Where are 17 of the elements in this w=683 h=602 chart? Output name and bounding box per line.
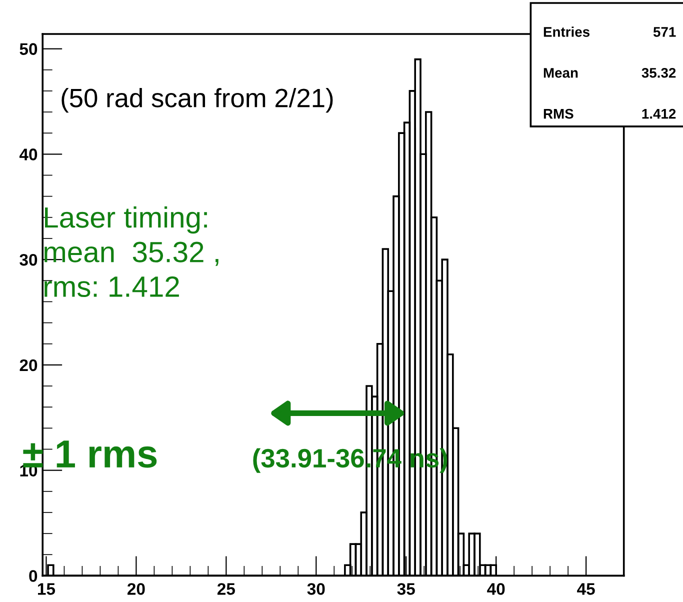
y-tick-label: 20 bbox=[20, 359, 38, 372]
text: Entries 571 bbox=[544, 26, 676, 37]
y-tick-label: 40 bbox=[19, 148, 38, 160]
y-tick-label: 30 bbox=[20, 254, 38, 266]
text: Mean 35.32 bbox=[544, 68, 676, 78]
y-tick-label: 50 bbox=[20, 43, 38, 55]
x-tick-label: 25 bbox=[217, 583, 235, 595]
x-tick-label: 20 bbox=[128, 583, 145, 595]
text: RMS 1.412 bbox=[544, 108, 676, 119]
x-tick-label: 30 bbox=[307, 583, 325, 595]
x-tick-label: 45 bbox=[577, 583, 595, 595]
x-tick-label: 15 bbox=[38, 583, 56, 595]
x-tick-label: 35 bbox=[397, 583, 415, 595]
x-tick-label: 40 bbox=[487, 583, 505, 595]
annotation: (50 rad scan from 2/21) bbox=[62, 88, 333, 113]
y-tick-label: 0 bbox=[29, 570, 38, 582]
annotation: Laser timing: mean 35.32 , rms: 1.412 bbox=[44, 206, 218, 298]
